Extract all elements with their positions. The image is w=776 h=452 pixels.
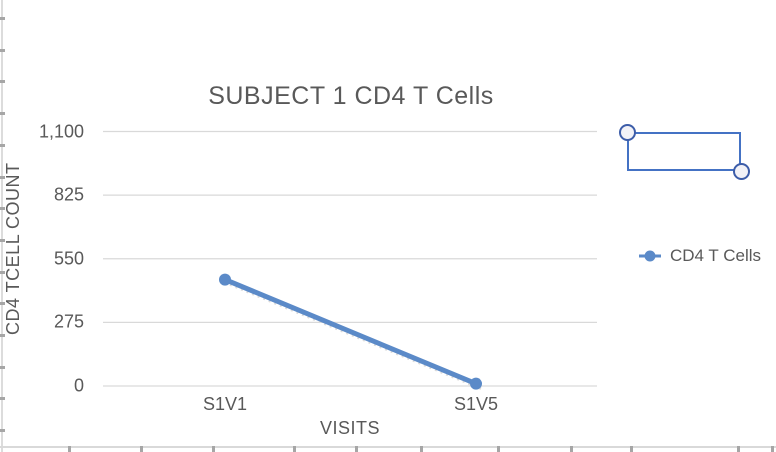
sheet-row-tick	[0, 176, 5, 179]
y-tick-label: 0	[73, 375, 84, 396]
sheet-row-tick	[0, 302, 5, 305]
legend[interactable]: CD4 T Cells	[638, 244, 761, 268]
x-tick-label: S1V5	[453, 394, 499, 414]
sheet-row-tick	[0, 144, 5, 147]
data-point-marker[interactable]	[219, 273, 231, 286]
sheet-column-tick	[140, 446, 143, 452]
sheet-row-tick	[0, 49, 5, 52]
sheet-column-tick	[737, 446, 740, 452]
sheet-row-tick	[0, 17, 5, 20]
chart-title[interactable]: SUBJECT 1 CD4 T Cells	[208, 82, 494, 110]
sheet-row-tick	[0, 271, 5, 274]
shape-handle-circle-bottom-right[interactable]	[733, 163, 750, 180]
sheet-column-tick	[497, 446, 500, 452]
sheet-edge-left-line	[1, 0, 3, 452]
sheet-row-tick	[0, 334, 5, 337]
rectangle-shape[interactable]	[627, 132, 741, 171]
sheet-column-tick	[420, 446, 423, 452]
series-line-shadow	[229, 283, 482, 390]
sheet-row-tick	[0, 239, 5, 242]
sheet-row-tick	[0, 366, 5, 369]
sheet-edge-bottom-line	[0, 446, 776, 448]
series-line[interactable]	[222, 277, 479, 387]
sheet-row-tick	[0, 112, 5, 115]
x-axis-title: VISITS	[319, 418, 381, 438]
sheet-column-tick	[68, 446, 71, 452]
sheet-row-tick	[0, 397, 5, 400]
data-point-marker[interactable]	[470, 377, 482, 390]
sheet-row-tick	[0, 207, 5, 210]
y-tick-label: 275	[53, 311, 84, 332]
x-tick-label: S1V1	[202, 394, 248, 414]
legend-marker-icon	[639, 250, 661, 262]
legend-label: CD4 T Cells	[670, 246, 762, 265]
y-tick-label: 1,100	[38, 121, 84, 141]
y-tick-label: 825	[53, 184, 84, 205]
sheet-column-tick	[212, 446, 215, 452]
sheet-column-tick	[355, 446, 358, 452]
sheet-column-tick	[293, 446, 296, 452]
y-tick-label: 550	[53, 248, 84, 269]
sheet-row-tick	[0, 429, 5, 432]
sheet-column-tick	[771, 446, 774, 452]
sheet-row-tick	[0, 80, 5, 83]
shape-handle-circle-top-left[interactable]	[619, 124, 636, 141]
sheet-column-tick	[630, 446, 633, 452]
sheet-column-tick	[570, 446, 573, 452]
